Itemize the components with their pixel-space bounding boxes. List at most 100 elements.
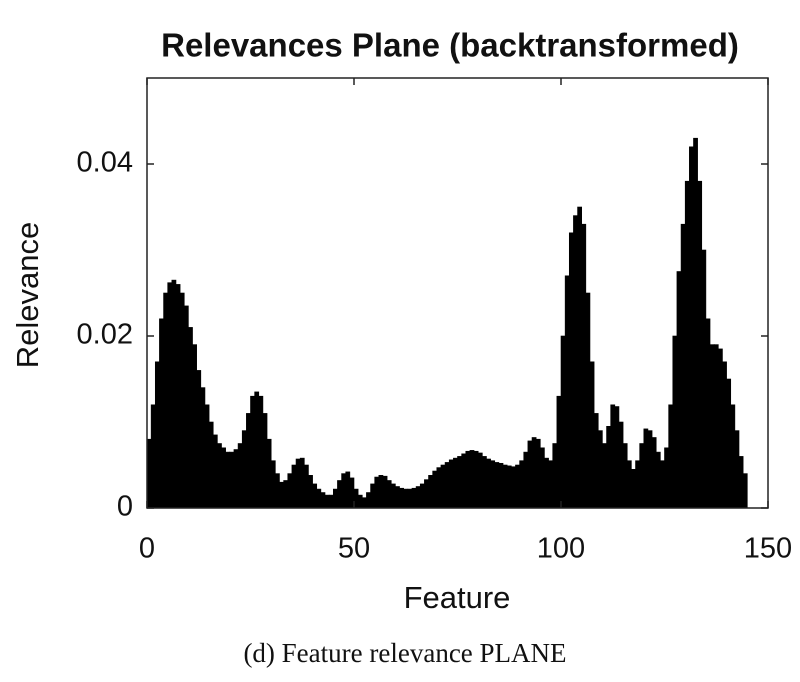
bar	[589, 361, 595, 509]
bar	[684, 180, 690, 509]
bar	[312, 483, 318, 509]
bar	[734, 430, 740, 509]
bar	[150, 404, 156, 509]
bar	[196, 370, 202, 509]
bar	[324, 494, 330, 509]
bar	[361, 497, 367, 509]
bar	[676, 271, 682, 509]
bar	[618, 421, 624, 509]
bar	[523, 451, 529, 509]
bar	[639, 443, 645, 509]
bar	[395, 486, 400, 509]
bar	[527, 440, 533, 509]
bar	[568, 232, 574, 509]
y-tick-label: 0	[117, 491, 133, 523]
bar	[701, 249, 707, 509]
bar	[548, 460, 554, 509]
caption: (d) Feature relevance PLANE	[243, 638, 566, 668]
bar	[660, 460, 665, 509]
bar	[419, 483, 425, 509]
bar	[279, 481, 284, 509]
bar	[552, 443, 558, 509]
bar	[287, 473, 293, 509]
y-axis-label: Relevance	[10, 222, 45, 368]
bar	[428, 475, 433, 509]
bar	[163, 292, 168, 509]
bar	[366, 492, 371, 509]
bar	[295, 458, 301, 509]
bar	[515, 464, 520, 509]
bar	[672, 335, 678, 509]
bar	[275, 473, 280, 509]
bar	[188, 327, 193, 509]
bar	[299, 457, 305, 509]
bar	[291, 464, 297, 509]
bar	[192, 344, 197, 509]
bar	[631, 468, 636, 509]
bar	[179, 292, 185, 509]
bar	[709, 344, 715, 509]
bar	[357, 494, 363, 509]
bar	[225, 451, 231, 509]
bar	[262, 413, 268, 509]
bar	[697, 180, 703, 509]
bar	[328, 494, 334, 509]
bar	[531, 437, 537, 509]
bar	[345, 471, 351, 509]
x-tick-label: 50	[338, 533, 370, 565]
bar	[473, 450, 479, 509]
bar	[556, 395, 562, 509]
bar	[308, 475, 313, 509]
bar	[693, 137, 698, 509]
bar	[539, 447, 545, 509]
bar	[722, 361, 727, 509]
bar	[233, 449, 239, 509]
bar	[386, 480, 392, 509]
bar	[436, 467, 442, 509]
bar	[390, 483, 396, 509]
bar	[378, 475, 384, 509]
bar	[341, 473, 347, 509]
bar	[651, 437, 657, 509]
bar	[453, 457, 458, 509]
bar	[374, 476, 380, 509]
bar	[482, 456, 487, 509]
bar	[577, 206, 582, 509]
bar	[415, 486, 421, 509]
bar	[465, 450, 471, 509]
bar	[477, 452, 483, 509]
bar	[643, 428, 649, 509]
bar	[581, 223, 587, 509]
bar	[208, 421, 214, 509]
bar	[370, 483, 375, 509]
bar	[535, 438, 541, 509]
bar	[432, 470, 438, 509]
bar	[705, 318, 711, 509]
bar	[597, 430, 603, 509]
bar	[448, 459, 454, 509]
x-tick-label: 0	[139, 533, 155, 565]
bar	[167, 282, 173, 509]
bar	[742, 473, 748, 509]
bar	[519, 460, 525, 509]
bar	[614, 406, 620, 509]
bar	[494, 462, 500, 509]
bar	[424, 479, 429, 509]
bar	[332, 488, 338, 509]
bar	[564, 275, 570, 509]
bar	[486, 458, 491, 509]
x-axis-label: Feature	[404, 580, 511, 615]
bar	[258, 395, 264, 509]
bar	[680, 223, 686, 509]
bar	[738, 456, 744, 509]
bar	[304, 464, 309, 509]
bar	[511, 466, 516, 509]
bar	[221, 447, 226, 509]
bar	[626, 460, 632, 509]
bar	[154, 361, 160, 509]
bar	[457, 456, 462, 509]
bar	[217, 443, 222, 509]
y-tick-label: 0.04	[77, 147, 133, 179]
bar	[461, 453, 467, 509]
x-tick-label: 150	[744, 533, 792, 565]
